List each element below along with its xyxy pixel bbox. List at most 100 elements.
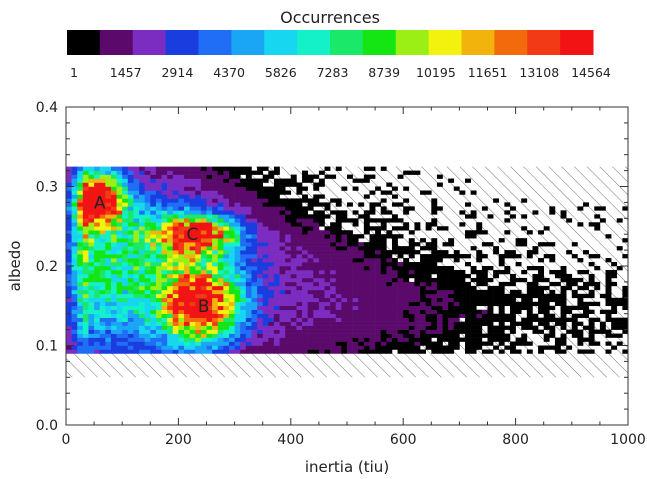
heatmap-cell xyxy=(82,182,89,187)
heatmap-cell xyxy=(200,226,207,231)
heatmap-cell xyxy=(616,341,623,346)
heatmap-cell xyxy=(212,166,219,171)
heatmap-cell xyxy=(498,325,505,330)
heatmap-cell xyxy=(341,285,348,291)
heatmap-cell xyxy=(335,285,342,291)
heatmap-cell xyxy=(341,218,348,223)
heatmap-cell xyxy=(240,198,247,203)
heatmap-cell xyxy=(313,293,320,299)
heatmap-cell xyxy=(318,289,325,295)
heatmap-cell xyxy=(77,214,84,219)
heatmap-cell xyxy=(431,325,438,330)
heatmap-cell xyxy=(290,230,297,235)
heatmap-cell xyxy=(408,317,415,322)
heatmap-cell xyxy=(206,254,213,259)
heatmap-cell xyxy=(273,222,280,227)
heatmap-cell xyxy=(240,262,247,267)
heatmap-cell xyxy=(605,281,612,287)
heatmap-cell xyxy=(217,210,224,215)
heatmap-cell xyxy=(526,254,533,259)
heatmap-cell xyxy=(369,166,376,171)
heatmap-cell xyxy=(195,178,202,183)
heatmap-cell xyxy=(105,210,112,215)
heatmap-cell xyxy=(240,186,247,191)
heatmap-cell xyxy=(341,250,348,255)
heatmap-cell xyxy=(386,182,393,187)
heatmap-cell xyxy=(99,210,106,215)
heatmap-cell xyxy=(268,226,275,231)
heatmap-cell xyxy=(82,214,89,219)
heatmap-cell xyxy=(139,325,145,330)
heatmap-cell xyxy=(498,349,505,354)
heatmap-cell xyxy=(397,321,404,326)
heatmap-cell xyxy=(318,277,325,283)
heatmap-cell xyxy=(487,349,494,354)
heatmap-cell xyxy=(285,349,292,354)
heatmap-cell xyxy=(369,317,376,322)
heatmap-cell xyxy=(481,333,488,338)
heatmap-cell xyxy=(206,269,213,275)
heatmap-cell xyxy=(150,293,157,299)
heatmap-cell xyxy=(296,289,303,295)
heatmap-cell xyxy=(470,337,477,342)
heatmap-cell xyxy=(217,246,224,251)
heatmap-cell xyxy=(318,202,325,207)
heatmap-cell xyxy=(273,234,280,239)
heatmap-cell xyxy=(363,333,370,338)
heatmap-cell xyxy=(341,258,348,263)
heatmap-cell xyxy=(110,246,117,251)
heatmap-cell xyxy=(133,250,140,255)
heatmap-cell xyxy=(386,289,393,295)
heatmap-cell xyxy=(223,341,230,346)
heatmap-cell xyxy=(195,182,202,187)
heatmap-cell xyxy=(622,285,628,291)
heatmap-cell xyxy=(375,305,382,311)
heatmap-cell xyxy=(341,277,348,283)
heatmap-cell xyxy=(290,266,297,271)
heatmap-cell xyxy=(189,281,196,287)
heatmap-cell xyxy=(82,178,89,183)
heatmap-cell xyxy=(223,226,230,231)
heatmap-cell xyxy=(223,186,230,191)
heatmap-cell xyxy=(127,333,134,338)
heatmap-cell xyxy=(279,214,286,219)
heatmap-cell xyxy=(234,325,241,330)
heatmap-cell xyxy=(369,262,376,267)
heatmap-cell xyxy=(245,182,252,187)
heatmap-cell xyxy=(184,242,190,247)
heatmap-cell xyxy=(285,182,292,187)
heatmap-cell xyxy=(498,341,505,346)
heatmap-cell xyxy=(279,341,286,346)
heatmap-cell xyxy=(296,222,303,227)
heatmap-cell xyxy=(330,222,337,227)
heatmap-cell xyxy=(526,313,533,318)
heatmap-cell xyxy=(178,166,185,171)
heatmap-cell xyxy=(538,317,544,322)
heatmap-cell xyxy=(77,226,84,231)
heatmap-cell xyxy=(330,254,337,259)
heatmap-cell xyxy=(94,293,101,299)
heatmap-cell xyxy=(358,325,365,330)
heatmap-cell xyxy=(290,214,297,219)
heatmap-cell xyxy=(195,190,202,195)
heatmap-cell xyxy=(189,297,196,303)
heatmap-cell xyxy=(178,198,185,203)
heatmap-cell xyxy=(77,345,84,350)
heatmap-cell xyxy=(71,226,78,231)
heatmap-cell xyxy=(200,182,207,187)
heatmap-cell xyxy=(94,194,101,199)
heatmap-cell xyxy=(167,329,174,334)
heatmap-cell xyxy=(133,333,140,338)
heatmap-cell xyxy=(279,250,286,255)
heatmap-cell xyxy=(290,293,297,299)
heatmap-cell xyxy=(116,254,123,259)
heatmap-cell xyxy=(307,266,314,271)
heatmap-cell xyxy=(127,246,134,251)
heatmap-cell xyxy=(212,190,219,195)
heatmap-cell xyxy=(94,281,101,287)
heatmap-cell xyxy=(324,293,331,299)
heatmap-cell xyxy=(88,166,95,171)
heatmap-cell xyxy=(521,214,528,219)
heatmap-cell xyxy=(324,214,331,219)
heatmap-cell xyxy=(161,317,168,322)
